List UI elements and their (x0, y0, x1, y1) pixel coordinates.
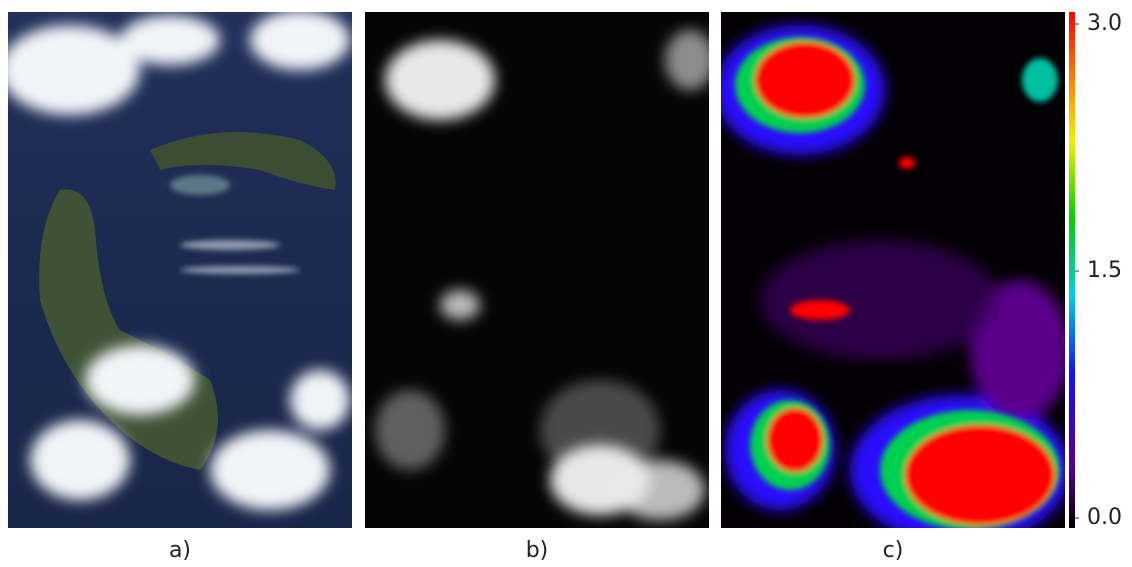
colorbar-ticks: 3.0 1.5 0.0 (1075, 11, 1122, 530)
panel-label: c) (883, 538, 904, 563)
panel-a-image (0, 10, 352, 528)
figure: 3.0 1.5 0.0 a) b) c) (0, 0, 1132, 567)
panel-b-image (365, 12, 715, 528)
colorbar-tick-label: 0.0 (1087, 505, 1122, 530)
panel-label: b) (526, 538, 549, 563)
panel-c-image (715, 12, 1070, 545)
colorbar (1069, 12, 1075, 528)
panel-labels: a) b) c) (169, 538, 903, 563)
colorbar-tick-label: 1.5 (1087, 258, 1122, 283)
panel-label: a) (169, 538, 191, 563)
colorbar-tick-label: 3.0 (1087, 11, 1122, 36)
